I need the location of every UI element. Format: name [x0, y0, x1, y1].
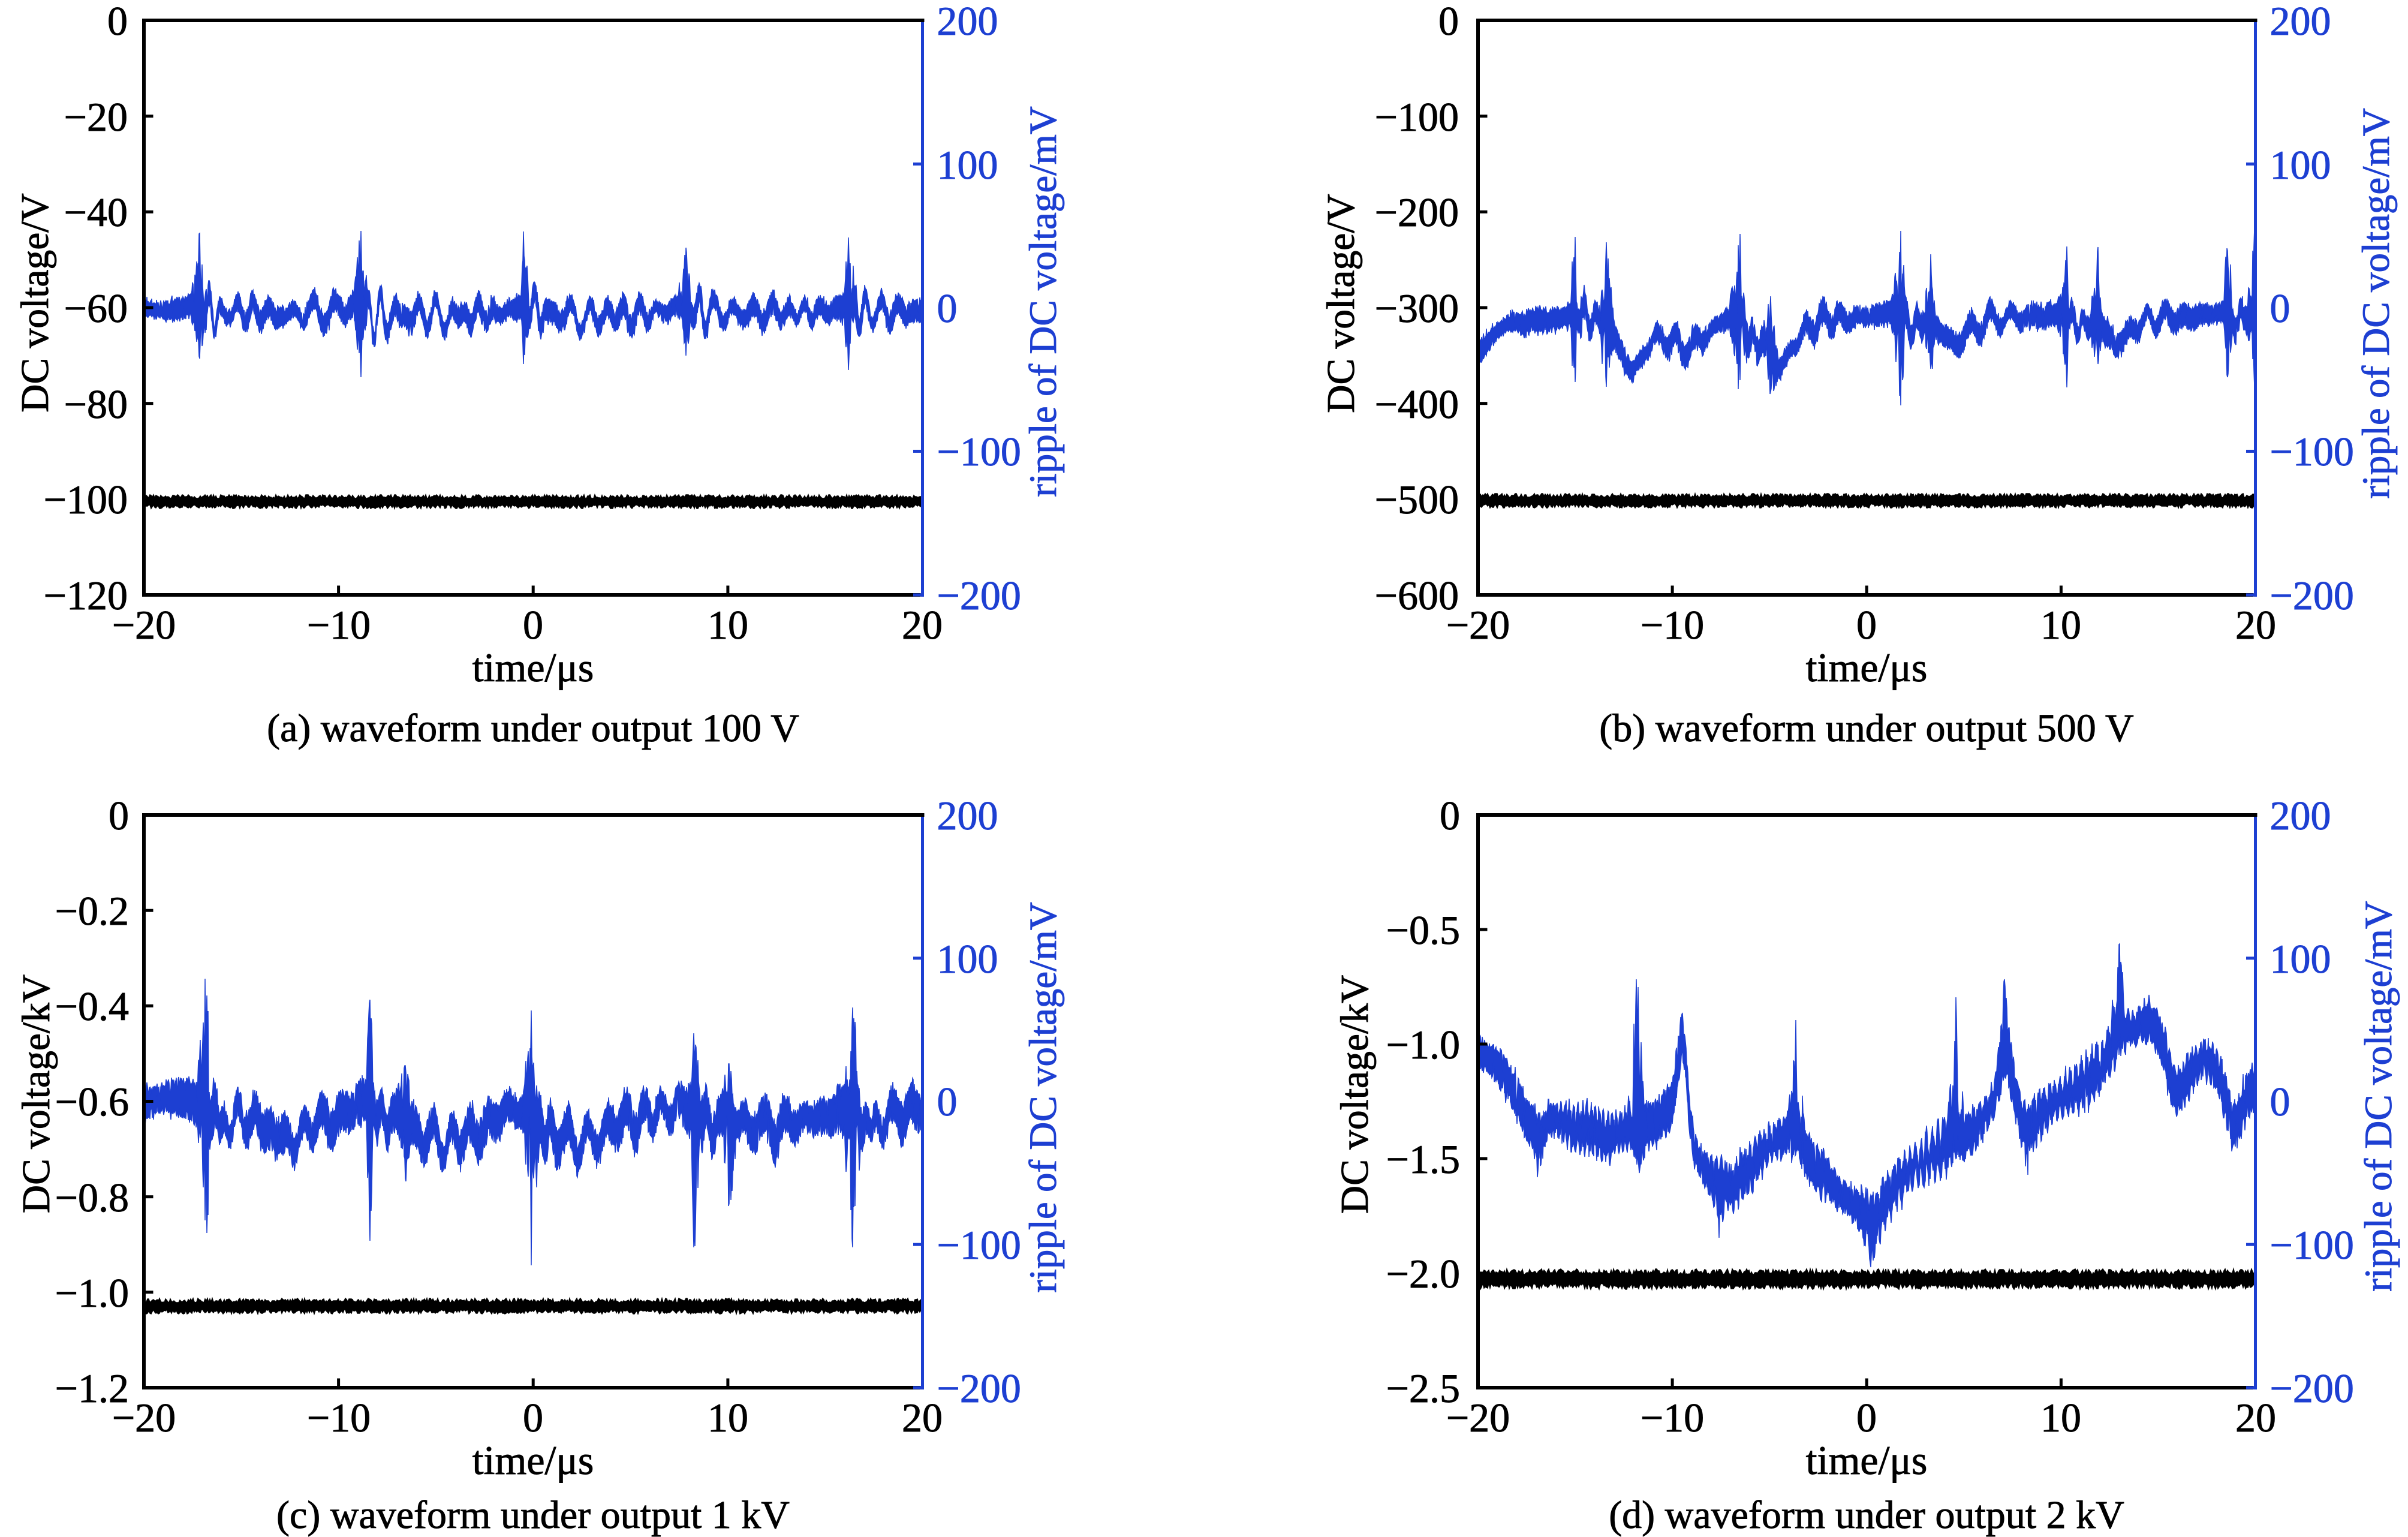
svg-text:−100: −100: [44, 477, 128, 522]
svg-text:0: 0: [937, 1079, 958, 1124]
svg-text:−40: −40: [64, 190, 128, 235]
svg-text:−200: −200: [1375, 190, 1459, 235]
svg-text:0: 0: [109, 793, 129, 838]
svg-text:−100: −100: [1375, 94, 1459, 140]
svg-text:(a) waveform under output 100: (a) waveform under output 100 V: [267, 706, 799, 750]
svg-text:100: 100: [937, 936, 998, 982]
svg-text:100: 100: [2270, 142, 2331, 188]
svg-text:100: 100: [937, 142, 998, 188]
svg-text:−200: −200: [937, 573, 1021, 618]
svg-text:−20: −20: [1446, 1395, 1510, 1440]
svg-text:−0.5: −0.5: [1386, 907, 1460, 953]
svg-text:−60: −60: [64, 285, 128, 331]
svg-text:0: 0: [1440, 793, 1460, 838]
svg-text:−2.5: −2.5: [1386, 1365, 1460, 1411]
svg-text:0: 0: [1856, 1395, 1877, 1440]
svg-text:20: 20: [2235, 1395, 2276, 1440]
svg-text:ripple of DC voltage/mV: ripple of DC voltage/mV: [2357, 901, 2400, 1292]
svg-text:−1.5: −1.5: [1386, 1136, 1460, 1182]
svg-text:−10: −10: [1641, 602, 1704, 648]
svg-text:10: 10: [708, 602, 748, 648]
svg-text:(d) waveform under output 2 kV: (d) waveform under output 2 kV: [1609, 1493, 2124, 1537]
svg-text:−200: −200: [2270, 1365, 2354, 1411]
svg-text:0: 0: [1438, 0, 1459, 44]
svg-text:−1.0: −1.0: [1386, 1022, 1460, 1067]
svg-text:200: 200: [2270, 793, 2331, 838]
svg-text:−200: −200: [2270, 573, 2354, 618]
svg-text:200: 200: [937, 793, 998, 838]
svg-text:200: 200: [2270, 0, 2331, 44]
svg-text:−100: −100: [2270, 1222, 2354, 1268]
svg-text:20: 20: [2235, 602, 2276, 648]
svg-text:time/μs: time/μs: [472, 645, 594, 690]
svg-text:−500: −500: [1375, 477, 1459, 522]
svg-text:200: 200: [937, 0, 998, 44]
svg-text:−1.0: −1.0: [55, 1270, 129, 1316]
svg-text:time/μs: time/μs: [1806, 1437, 1928, 1483]
svg-text:−100: −100: [937, 1222, 1021, 1268]
svg-text:DC voltage/V: DC voltage/V: [1320, 194, 1363, 413]
svg-text:DC voltage/kV: DC voltage/kV: [1334, 975, 1377, 1214]
svg-text:−0.2: −0.2: [55, 888, 129, 934]
svg-text:−10: −10: [307, 602, 371, 648]
svg-text:−300: −300: [1375, 285, 1459, 331]
svg-text:10: 10: [2040, 1395, 2081, 1440]
svg-text:−20: −20: [112, 602, 176, 648]
svg-text:−0.6: −0.6: [55, 1079, 129, 1124]
svg-text:time/μs: time/μs: [1806, 645, 1928, 690]
svg-text:−100: −100: [2270, 429, 2354, 474]
svg-text:0: 0: [1856, 602, 1877, 648]
svg-text:0: 0: [2270, 1079, 2290, 1124]
svg-text:0: 0: [2270, 285, 2290, 331]
svg-text:−120: −120: [44, 573, 128, 618]
svg-text:−80: −80: [64, 381, 128, 427]
svg-text:(b) waveform under output 500: (b) waveform under output 500 V: [1599, 706, 2133, 750]
svg-text:10: 10: [2040, 602, 2081, 648]
svg-text:ripple of DC voltage/mV: ripple of DC voltage/mV: [1022, 106, 1065, 497]
svg-text:−400: −400: [1375, 381, 1459, 427]
svg-text:−10: −10: [307, 1395, 371, 1440]
svg-text:0: 0: [937, 285, 958, 331]
svg-text:−0.8: −0.8: [55, 1175, 129, 1220]
svg-text:20: 20: [902, 1395, 943, 1440]
svg-text:0: 0: [523, 1395, 543, 1440]
svg-text:−600: −600: [1375, 573, 1459, 618]
svg-text:20: 20: [902, 602, 943, 648]
svg-text:ripple of DC voltage/mV: ripple of DC voltage/mV: [2355, 108, 2398, 499]
svg-text:time/μs: time/μs: [472, 1437, 594, 1483]
svg-text:−1.2: −1.2: [55, 1365, 129, 1411]
svg-text:DC voltage/V: DC voltage/V: [14, 193, 57, 413]
svg-text:0: 0: [107, 0, 128, 44]
svg-text:−100: −100: [937, 429, 1021, 474]
svg-text:−20: −20: [1446, 602, 1510, 648]
svg-text:−20: −20: [64, 94, 128, 140]
svg-text:−0.4: −0.4: [55, 983, 129, 1029]
svg-text:−10: −10: [1641, 1395, 1704, 1440]
svg-text:(c) waveform under output 1 kV: (c) waveform under output 1 kV: [276, 1493, 790, 1537]
svg-text:−2.0: −2.0: [1386, 1251, 1460, 1297]
svg-text:0: 0: [523, 602, 543, 648]
svg-text:10: 10: [708, 1395, 748, 1440]
svg-text:DC voltage/kV: DC voltage/kV: [15, 974, 58, 1213]
svg-text:100: 100: [2270, 936, 2331, 982]
svg-text:−20: −20: [112, 1395, 176, 1440]
svg-text:ripple of DC voltage/mV: ripple of DC voltage/mV: [1022, 902, 1065, 1293]
svg-text:−200: −200: [937, 1365, 1021, 1411]
